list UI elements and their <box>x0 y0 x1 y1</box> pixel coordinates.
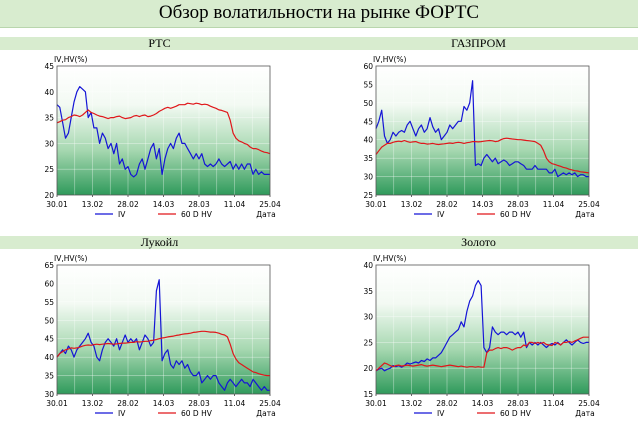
x-tick-label: 14.03 <box>472 200 494 209</box>
x-tick-label: 11.04 <box>543 399 565 408</box>
x-tick-label: 14.03 <box>153 200 175 209</box>
y-tick-label: 30 <box>44 139 54 148</box>
chart-panel-gold: Золото 15 20 25 30 35 40 30.01 13.02 28.02 14.03 2… <box>319 236 638 434</box>
legend-label-hv: 60 D HV <box>181 210 213 219</box>
x-tick-label: 25.04 <box>259 399 281 408</box>
volatility-chart: 25 30 35 40 45 50 55 60 30.01 13.02 28.02 14.03 28.0… <box>363 55 600 219</box>
y-tick-label: 60 <box>363 62 373 71</box>
legend-label-hv: 60 D HV <box>181 409 213 418</box>
x-axis-label: Дата <box>575 210 594 219</box>
y-tick-label: 50 <box>363 99 373 108</box>
chart-panel-rts: РТС 20 25 30 35 40 45 30.01 13.02 28.02 14.03 28.0… <box>0 37 319 235</box>
y-axis-label: IV,HV(%) <box>54 55 88 64</box>
volatility-chart: 30 35 40 45 50 55 60 65 30.01 13.02 28.02 14.03 28.0… <box>44 254 281 418</box>
y-tick-label: 40 <box>363 136 373 145</box>
y-tick-label: 30 <box>363 173 373 182</box>
x-tick-label: 11.04 <box>224 399 246 408</box>
page-title: Обзор волатильности на рынке ФОРТС <box>0 0 638 28</box>
volatility-chart: 15 20 25 30 35 40 30.01 13.02 28.02 14.03 28.03 11.… <box>363 254 600 418</box>
chart-panel-lukoil: Лукойл 30 35 40 45 50 55 60 65 30.01 13.02 28.02 14… <box>0 236 319 434</box>
y-tick-label: 25 <box>44 165 54 174</box>
x-tick-label: 30.01 <box>365 200 387 209</box>
legend-label-iv: IV <box>437 210 445 219</box>
y-tick-label: 35 <box>363 287 373 296</box>
hv-series-line <box>56 330 270 377</box>
x-tick-label: 30.01 <box>46 399 68 408</box>
legend-label-hv: 60 D HV <box>500 409 532 418</box>
y-tick-label: 45 <box>44 335 54 344</box>
chart-title: Золото <box>319 236 638 249</box>
x-axis-label: Дата <box>256 210 275 219</box>
legend-label-hv: 60 D HV <box>500 210 532 219</box>
chart-title: ГАЗПРОМ <box>319 37 638 50</box>
y-axis-label: IV,HV(%) <box>373 254 407 263</box>
plot-border <box>375 264 590 395</box>
x-tick-label: 13.02 <box>82 200 104 209</box>
x-tick-label: 28.02 <box>436 399 458 408</box>
y-tick-label: 40 <box>44 353 54 362</box>
hv-series-line <box>375 137 590 174</box>
y-tick-label: 20 <box>363 364 373 373</box>
x-tick-label: 28.02 <box>117 200 139 209</box>
x-tick-label: 14.03 <box>472 399 494 408</box>
hv-series-line <box>375 336 589 372</box>
iv-series-line <box>375 80 589 178</box>
y-tick-label: 30 <box>44 390 54 399</box>
iv-series-line <box>56 279 270 391</box>
x-tick-label: 28.03 <box>507 399 529 408</box>
x-tick-label: 25.04 <box>259 200 281 209</box>
plot-border <box>375 65 590 196</box>
x-tick-label: 11.04 <box>543 200 565 209</box>
x-tick-label: 30.01 <box>46 200 68 209</box>
x-tick-label: 28.02 <box>117 399 139 408</box>
x-tick-label: 13.02 <box>401 399 423 408</box>
y-tick-label: 30 <box>363 313 373 322</box>
y-tick-label: 15 <box>363 390 373 399</box>
x-tick-label: 28.03 <box>507 200 529 209</box>
iv-series-line <box>56 85 270 178</box>
y-tick-label: 25 <box>363 338 373 347</box>
legend-label-iv: IV <box>118 409 126 418</box>
x-tick-label: 28.02 <box>436 200 458 209</box>
chart-panel-gazprom: ГАЗПРОМ 25 30 35 40 45 50 55 60 30.01 13.02 28.02 1… <box>319 37 638 235</box>
x-tick-label: 25.04 <box>578 200 600 209</box>
plot-border <box>56 65 271 196</box>
x-tick-label: 25.04 <box>578 399 600 408</box>
y-axis-label: IV,HV(%) <box>373 55 407 64</box>
x-tick-label: 30.01 <box>365 399 387 408</box>
chart-title: РТС <box>0 37 319 50</box>
x-axis-label: Дата <box>575 409 594 418</box>
chart-title: Лукойл <box>0 236 319 249</box>
y-tick-label: 45 <box>363 117 373 126</box>
x-tick-label: 28.03 <box>188 399 210 408</box>
x-axis-label: Дата <box>256 409 275 418</box>
y-axis-label: IV,HV(%) <box>54 254 88 263</box>
legend-label-iv: IV <box>437 409 445 418</box>
y-tick-label: 35 <box>44 372 54 381</box>
y-tick-label: 35 <box>363 154 373 163</box>
x-tick-label: 28.03 <box>188 200 210 209</box>
plot-border <box>56 264 271 395</box>
volatility-chart: 20 25 30 35 40 45 30.01 13.02 28.02 14.03 28.03 11.… <box>44 55 281 219</box>
y-tick-label: 65 <box>44 261 54 270</box>
y-tick-label: 45 <box>44 62 54 71</box>
y-tick-label: 25 <box>363 191 373 200</box>
y-tick-label: 50 <box>44 316 54 325</box>
x-tick-label: 13.02 <box>82 399 104 408</box>
y-tick-label: 20 <box>44 191 54 200</box>
y-tick-label: 55 <box>363 80 373 89</box>
y-tick-label: 35 <box>44 114 54 123</box>
x-tick-label: 13.02 <box>401 200 423 209</box>
y-tick-label: 40 <box>363 261 373 270</box>
hv-series-line <box>56 102 271 155</box>
legend-label-iv: IV <box>118 210 126 219</box>
x-tick-label: 11.04 <box>224 200 246 209</box>
y-tick-label: 40 <box>44 88 54 97</box>
y-tick-label: 55 <box>44 298 54 307</box>
x-tick-label: 14.03 <box>153 399 175 408</box>
y-tick-label: 60 <box>44 279 54 288</box>
